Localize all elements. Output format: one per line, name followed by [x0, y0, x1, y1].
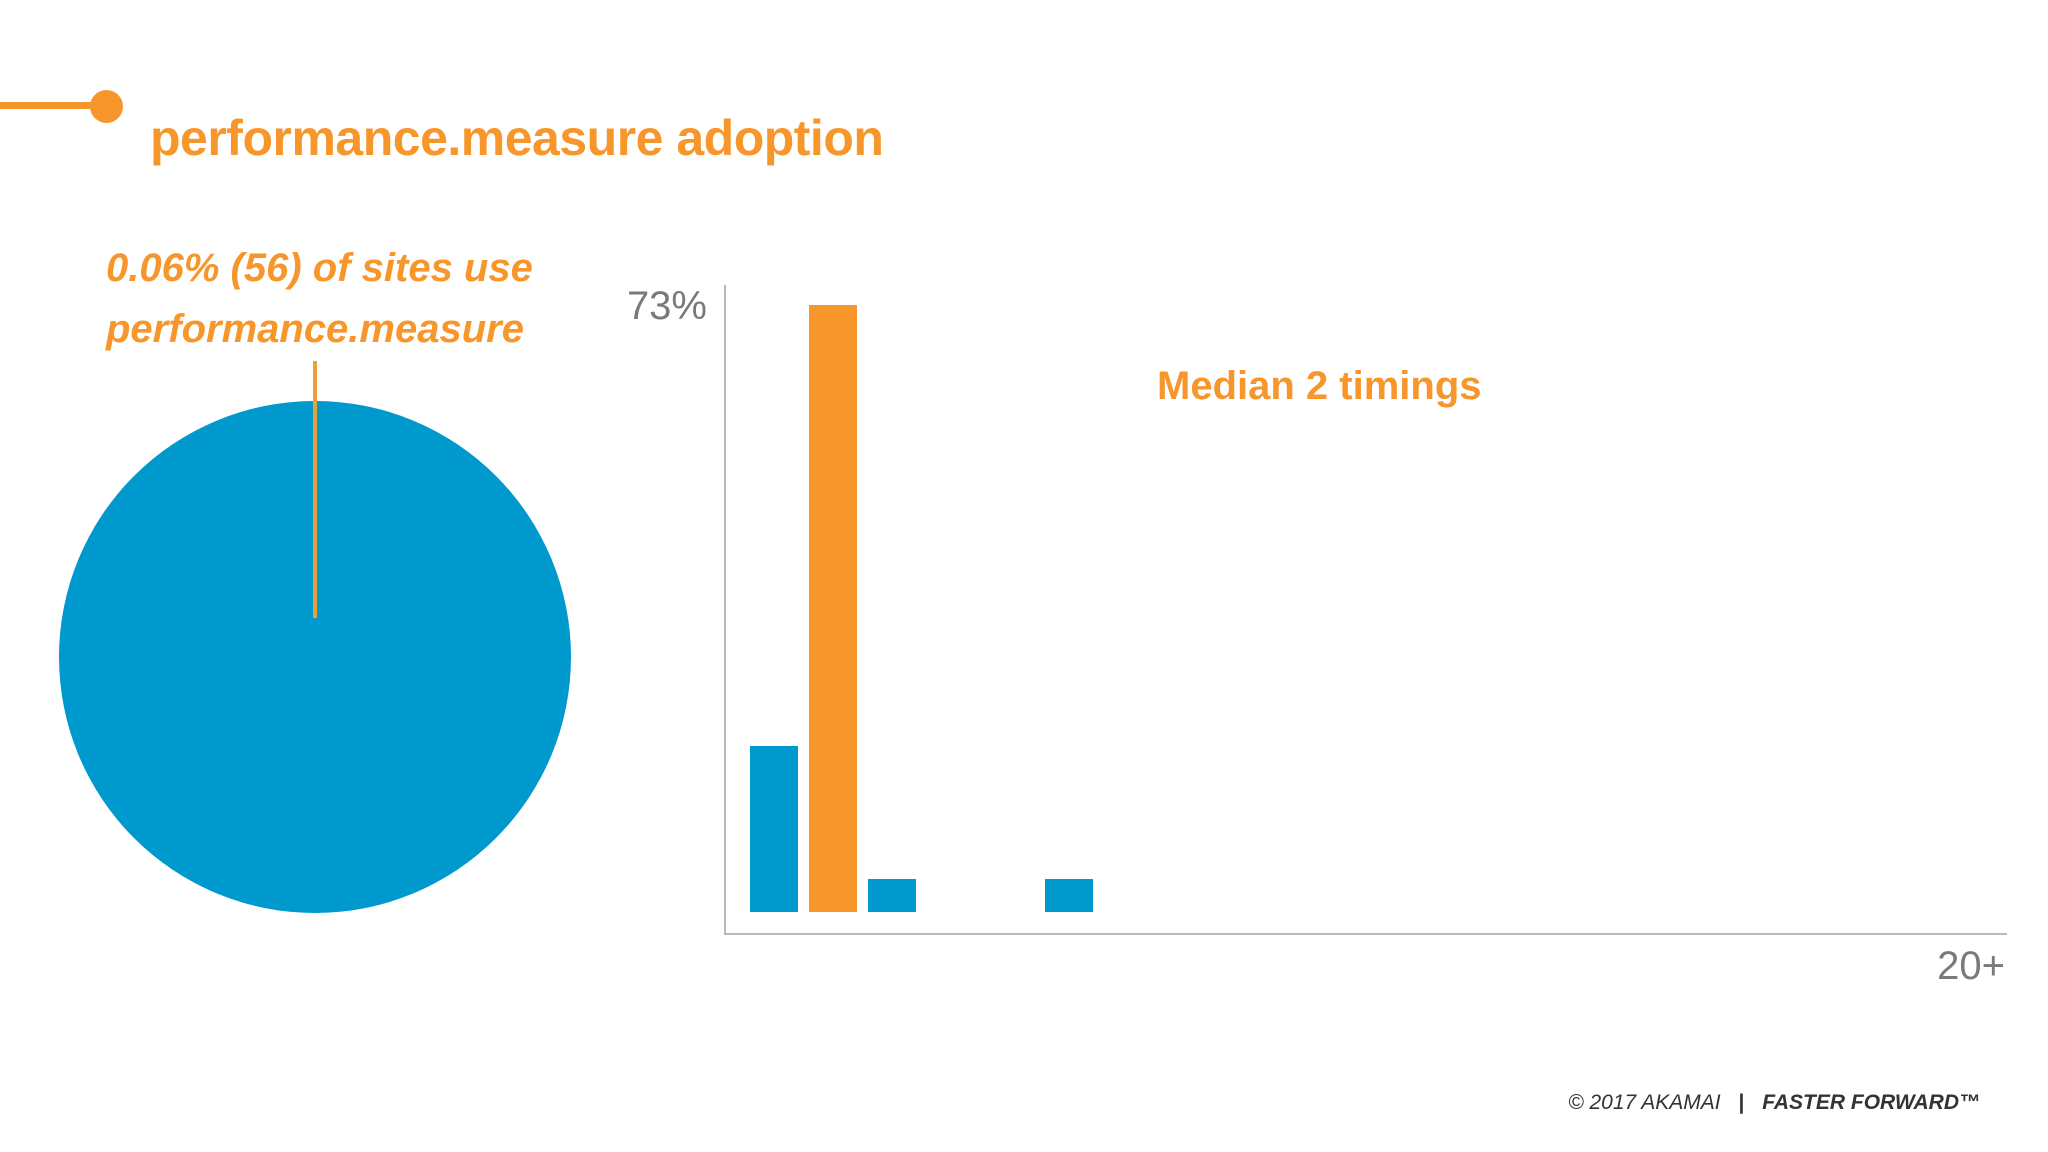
footer-copyright: © 2017 AKAMAI: [1568, 1091, 1721, 1114]
pie-callout-line: [313, 361, 317, 618]
footer-tagline: FASTER FORWARD™: [1762, 1091, 1980, 1114]
histogram-bar-bin-3: [868, 879, 916, 912]
histogram-bar-bin-1: [750, 746, 798, 912]
histogram-bar-bin-2: [809, 305, 857, 912]
page-title: performance.measure adoption: [150, 109, 884, 166]
pie-annotation: 0.06% (56) of sites use performance.meas…: [106, 238, 533, 360]
pie-annotation-line1: 0.06% (56) of sites use: [106, 246, 533, 290]
histogram-bar-bin-6: [1045, 879, 1093, 912]
y-axis-max-label: 73%: [626, 284, 707, 328]
median-annotation: Median 2 timings: [1157, 364, 1482, 408]
footer-separator: |: [1738, 1091, 1745, 1114]
x-axis-max-label: 20+: [1937, 944, 2005, 988]
y-axis-line: [724, 285, 726, 935]
footer: © 2017 AKAMAI | FASTER FORWARD™: [1568, 1091, 1980, 1115]
pie-annotation-line2: performance.measure: [106, 307, 524, 351]
title-accent-dot-icon: [90, 90, 123, 123]
title-accent-line: [0, 102, 95, 109]
x-axis-line: [724, 933, 2007, 935]
